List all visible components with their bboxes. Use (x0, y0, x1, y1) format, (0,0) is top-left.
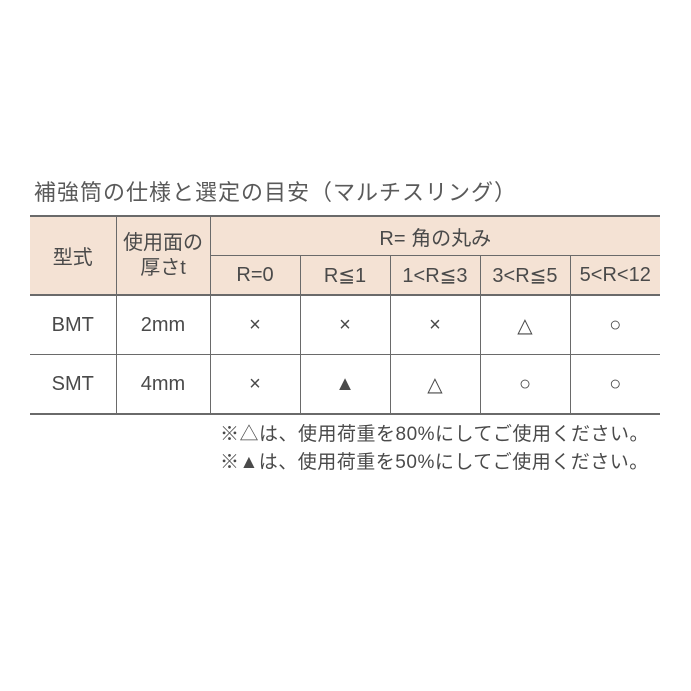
cell-r2: × (390, 295, 480, 355)
cell-r4: ○ (570, 355, 660, 415)
cell-model: SMT (30, 355, 116, 415)
cell-thickness: 2mm (116, 295, 210, 355)
cell-r4: ○ (570, 295, 660, 355)
spec-table: 型式 使用面の 厚さt R= 角の丸み R=0 R≦1 1<R≦3 3<R≦5 … (30, 215, 660, 415)
footnote-1: ※△は、使用荷重を80%にしてご使用ください。 (220, 421, 661, 449)
cell-r2: △ (390, 355, 480, 415)
col-header-r3: 3<R≦5 (480, 256, 570, 296)
col-header-model: 型式 (30, 216, 116, 295)
col-header-r-group: R= 角の丸み (210, 216, 660, 256)
cell-r0: × (210, 355, 300, 415)
cell-r1: ▲ (300, 355, 390, 415)
footnotes: ※△は、使用荷重を80%にしてご使用ください。 ※▲は、使用荷重を50%にしてご… (30, 421, 661, 476)
cell-r1: × (300, 295, 390, 355)
table-row: BMT 2mm × × × △ ○ (30, 295, 660, 355)
table-row: SMT 4mm × ▲ △ ○ ○ (30, 355, 660, 415)
page-canvas: 補強筒の仕様と選定の目安（マルチスリング） 型式 使用面の 厚さt R= 角の丸… (0, 0, 691, 691)
cell-model: BMT (30, 295, 116, 355)
cell-r0: × (210, 295, 300, 355)
table-title: 補強筒の仕様と選定の目安（マルチスリング） (34, 175, 661, 207)
col-header-r1: R≦1 (300, 256, 390, 296)
col-header-r4: 5<R<12 (570, 256, 660, 296)
cell-r3: △ (480, 295, 570, 355)
col-header-thickness-line2: 厚さt (117, 256, 210, 281)
cell-r3: ○ (480, 355, 570, 415)
footnote-2: ※▲は、使用荷重を50%にしてご使用ください。 (220, 449, 661, 477)
col-header-thickness-line1: 使用面の (117, 231, 210, 256)
col-header-r2: 1<R≦3 (390, 256, 480, 296)
col-header-thickness: 使用面の 厚さt (116, 216, 210, 295)
col-header-r0: R=0 (210, 256, 300, 296)
cell-thickness: 4mm (116, 355, 210, 415)
